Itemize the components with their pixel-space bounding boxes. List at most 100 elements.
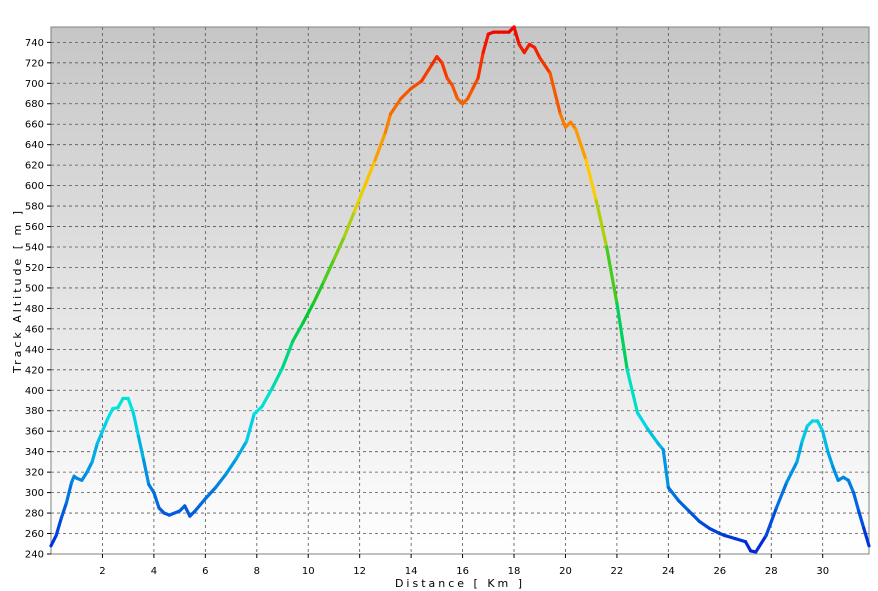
altitude-segment	[677, 499, 691, 513]
x-tick-label: 14	[405, 566, 418, 577]
altitude-segment	[548, 71, 562, 116]
y-tick-label: 560	[25, 222, 44, 233]
altitude-segment	[291, 321, 305, 343]
altitude-segment	[419, 63, 434, 83]
x-tick-label: 24	[662, 566, 675, 577]
altitude-segment	[862, 526, 871, 548]
altitude-segment	[646, 427, 660, 446]
altitude-segment	[252, 405, 264, 416]
altitude-segment	[64, 480, 74, 505]
y-tick-label: 240	[25, 550, 44, 561]
x-tick-label: 16	[456, 566, 469, 577]
altitude-segment	[733, 537, 748, 544]
altitude-segment	[558, 112, 568, 129]
altitude-segment	[54, 516, 63, 538]
altitude-segment	[342, 209, 357, 239]
y-tick-label: 280	[25, 509, 44, 520]
altitude-segment	[214, 472, 228, 490]
x-axis-ticks: 2 4 6 8 10 12 14 16 18 20 22 24 26 28 30	[99, 554, 829, 577]
altitude-segment	[800, 424, 809, 444]
altitude-segment	[764, 506, 778, 538]
altitude-segment	[131, 411, 141, 438]
altitude-segment	[785, 460, 799, 484]
altitude-segment	[857, 509, 866, 531]
altitude-segment	[244, 412, 256, 444]
x-tick-label: 8	[254, 566, 260, 577]
altitude-segment	[280, 339, 295, 370]
y-tick-label: 400	[25, 386, 44, 397]
altitude-segment	[234, 439, 249, 461]
altitude-segment	[363, 158, 377, 188]
altitude-segment	[743, 540, 753, 553]
altitude-segment	[815, 419, 825, 433]
y-tick-label: 640	[25, 140, 44, 151]
altitude-segment	[59, 501, 69, 520]
altitude-segment	[851, 491, 861, 513]
y-tick-label: 320	[25, 468, 44, 479]
y-tick-label: 440	[25, 345, 44, 356]
altitude-segment	[846, 478, 856, 495]
altitude-segment	[399, 86, 413, 101]
altitude-segment	[100, 417, 110, 433]
x-axis-title: Distance [ Km ]	[395, 577, 525, 590]
altitude-segment	[260, 386, 274, 409]
altitude-segment	[152, 491, 161, 510]
y-tick-label: 420	[25, 365, 44, 376]
altitude-segment	[666, 485, 681, 503]
y-tick-label: 540	[25, 243, 44, 254]
altitude-segment	[826, 450, 835, 469]
y-tick-label: 480	[25, 304, 44, 315]
altitude-segment	[625, 368, 640, 415]
altitude-segment	[126, 396, 135, 415]
x-tick-label: 26	[713, 566, 726, 577]
altitude-segment	[450, 83, 460, 101]
altitude-segment	[142, 458, 151, 487]
altitude-segment	[481, 32, 490, 55]
altitude-segment	[301, 301, 315, 325]
altitude-segment	[311, 280, 326, 305]
x-tick-label: 22	[611, 566, 624, 577]
altitude-segment	[270, 366, 285, 390]
y-tick-label: 340	[25, 447, 44, 458]
altitude-segment	[95, 429, 105, 446]
y-tick-label: 380	[25, 406, 44, 417]
y-tick-label: 460	[25, 324, 44, 335]
altitude-segment	[574, 127, 588, 162]
altitude-segment	[615, 301, 629, 372]
altitude-segment	[440, 61, 449, 80]
y-tick-label: 600	[25, 181, 44, 192]
altitude-segment	[605, 245, 619, 305]
altitude-segment	[409, 79, 424, 90]
x-tick-label: 12	[353, 566, 366, 577]
altitude-segment	[594, 199, 609, 249]
altitude-segment	[203, 485, 218, 501]
altitude-segment	[116, 396, 125, 410]
x-tick-label: 6	[202, 566, 208, 577]
y-tick-label: 740	[25, 38, 44, 49]
altitude-segment	[538, 56, 552, 75]
altitude-segment	[322, 257, 336, 284]
altitude-segment	[471, 76, 480, 90]
x-tick-label: 28	[765, 566, 778, 577]
altitude-segment	[136, 434, 146, 462]
altitude-segment	[85, 460, 94, 474]
y-tick-label: 700	[25, 79, 44, 90]
y-tick-label: 300	[25, 488, 44, 499]
x-tick-label: 10	[302, 566, 315, 577]
altitude-segment	[183, 504, 192, 518]
plot-frame	[50, 26, 870, 555]
altitude-segment	[532, 45, 542, 60]
altitude-segment	[512, 25, 521, 46]
altitude-segment	[584, 158, 598, 203]
altitude-segment	[522, 42, 532, 55]
x-tick-label: 4	[151, 566, 157, 577]
altitude-segment	[661, 448, 670, 490]
altitude-segment	[352, 184, 367, 213]
altitude-segment	[774, 480, 789, 510]
y-tick-label: 680	[25, 99, 44, 110]
y-axis-title: Track Altitude [ m ]	[11, 208, 24, 374]
x-tick-label: 20	[559, 566, 572, 577]
y-tick-label: 720	[25, 58, 44, 69]
